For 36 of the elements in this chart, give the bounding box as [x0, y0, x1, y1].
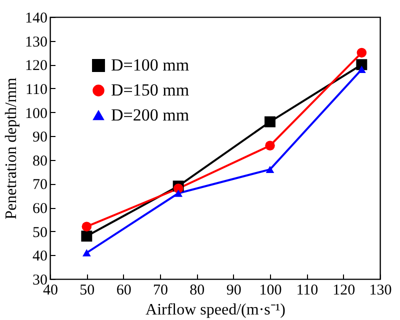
point	[356, 59, 368, 70]
y-tick-label: 140	[25, 10, 48, 26]
x-tick-label: 110	[296, 282, 318, 298]
legend-label: D=200 mm	[111, 106, 190, 124]
point	[82, 249, 91, 256]
point	[174, 190, 183, 197]
y-tick-label: 70	[32, 177, 48, 194]
legend-label: D=100 mm	[111, 56, 190, 74]
y-tick-label: 120	[25, 58, 48, 74]
point	[81, 230, 92, 242]
point	[356, 48, 367, 58]
legend-label: D=150 mm	[111, 80, 190, 100]
y-tick-label: 90	[32, 130, 48, 146]
x-tick-label: 70	[153, 282, 168, 298]
point	[82, 222, 92, 232]
x-tick-label: 90	[226, 282, 242, 298]
x-tick-label: 120	[332, 282, 356, 298]
point	[264, 116, 276, 128]
x-tick-label: 50	[80, 282, 95, 298]
y-tick-label: 30	[32, 272, 48, 288]
x-axis-title: Airflow speed/(m·s⁻¹)	[146, 302, 286, 318]
point	[266, 166, 274, 174]
x-tick-label: 100	[259, 282, 282, 298]
y-tick-label: 100	[25, 106, 48, 122]
x-tick-label: 60	[116, 282, 132, 298]
y-axis-title: Penetration depth/mm	[3, 77, 20, 220]
y-tick-label: 50	[32, 224, 48, 241]
y-tick-label: 80	[32, 153, 48, 170]
y-tick-label: 110	[26, 82, 48, 98]
x-tick-label: 130	[369, 282, 392, 298]
y-tick-label: 130	[25, 34, 48, 50]
x-tick-label: 80	[190, 282, 205, 298]
y-tick-label: 40	[32, 248, 48, 265]
point	[265, 140, 275, 150]
y-tick-label: 60	[32, 201, 48, 218]
point	[357, 66, 366, 74]
